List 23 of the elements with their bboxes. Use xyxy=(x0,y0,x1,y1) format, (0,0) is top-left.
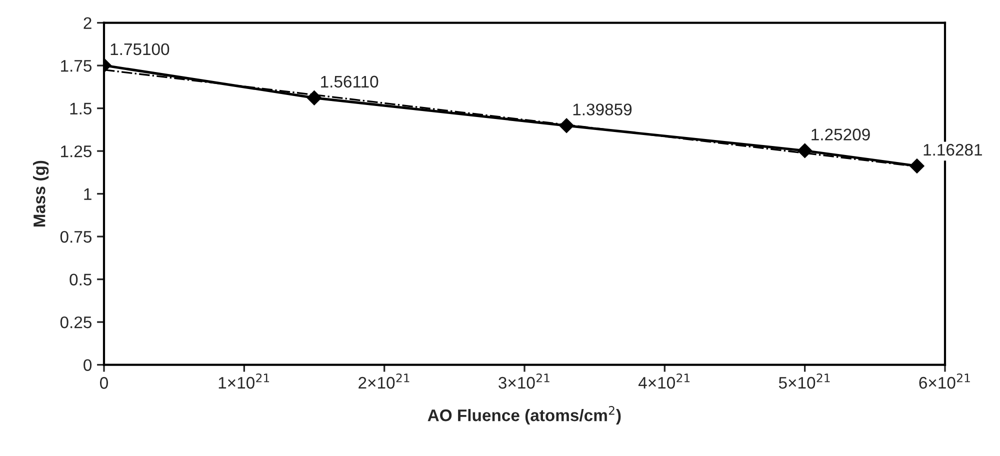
y-tick-label: 1.5 xyxy=(70,102,92,115)
x-tick-label: 3×10$^{21}$ xyxy=(498,374,550,389)
data-label: 1.16281 xyxy=(924,144,982,156)
x-tick-label: 2×10$^{21}$ xyxy=(358,374,410,389)
y-tick-label: 1 xyxy=(84,188,92,200)
data-label: 1.39859 xyxy=(573,104,632,116)
x-tick-label: 1×10$^{21}$ xyxy=(218,374,270,389)
data-label: 1.75100 xyxy=(110,43,170,56)
y-tick-label: 1.25 xyxy=(61,145,92,158)
y-tick-label: 1.75 xyxy=(61,60,92,72)
x-axis-title: AO Fluence (atoms/cm$^{2}$) xyxy=(428,406,621,425)
data-label: 1.25209 xyxy=(812,128,870,140)
x-tick-label: 5×10$^{21}$ xyxy=(778,374,830,389)
y-tick-label: 0.5 xyxy=(70,274,92,286)
y-tick-label: 0.75 xyxy=(60,230,92,243)
y-tick-label: 0 xyxy=(84,359,92,372)
x-tick-label: 0 xyxy=(100,377,108,389)
y-axis-title: Mass (g) xyxy=(33,160,49,226)
x-tick-label: 6×10$^{21}$ xyxy=(919,374,970,389)
y-tick-label: 0.25 xyxy=(60,316,92,328)
y-tick-label: 2 xyxy=(84,17,92,29)
x-tick-label: 4×10$^{21}$ xyxy=(638,374,690,389)
data-label: 1.56110 xyxy=(321,76,378,88)
